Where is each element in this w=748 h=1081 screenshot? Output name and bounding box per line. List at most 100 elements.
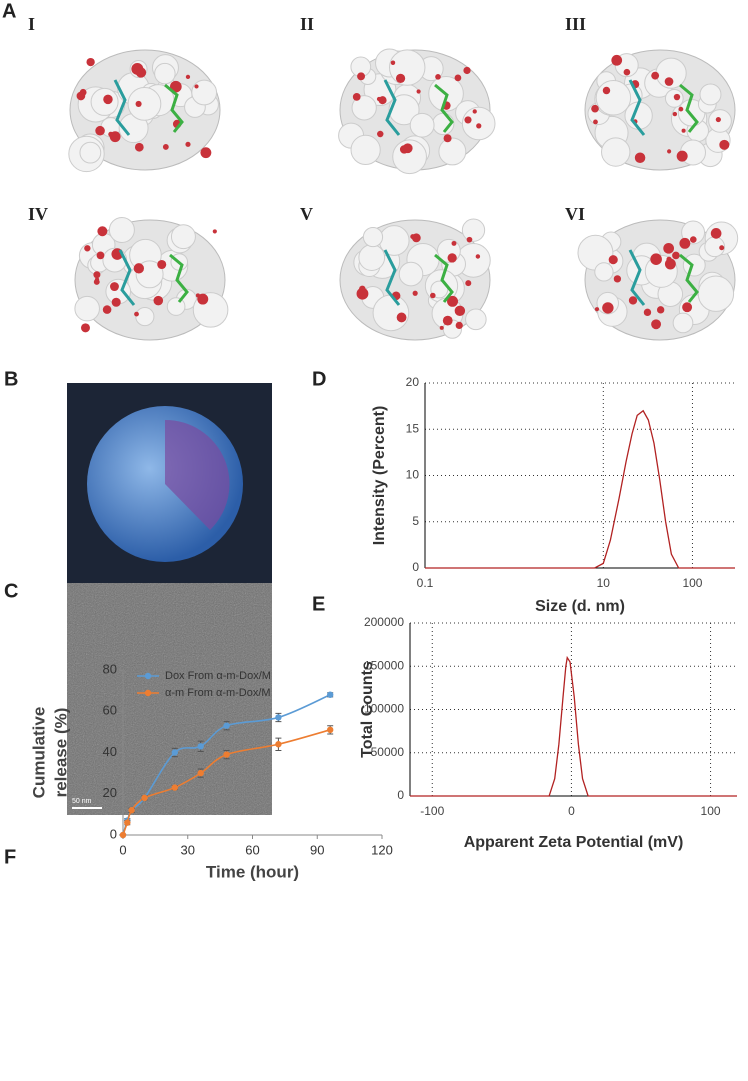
y-tick-label: 80 bbox=[103, 661, 117, 676]
oxygen-spot bbox=[357, 72, 365, 81]
oxygen-spot bbox=[377, 130, 384, 138]
oxygen-spot bbox=[673, 93, 681, 101]
y-tick-label: 15 bbox=[406, 421, 420, 435]
data-line bbox=[410, 655, 737, 797]
y-axis-label: release (%) bbox=[51, 708, 70, 798]
oxygen-spot bbox=[197, 293, 209, 305]
legend-label: Dox From α-m-Dox/M bbox=[165, 670, 271, 682]
ligand bbox=[118, 249, 136, 306]
y-tick-label: 100000 bbox=[364, 702, 404, 716]
oxygen-spot bbox=[623, 68, 631, 76]
oxygen-spot bbox=[399, 145, 409, 154]
legend-marker bbox=[144, 672, 152, 680]
oxygen-spot bbox=[715, 116, 721, 123]
ligand bbox=[434, 83, 454, 133]
oxygen-spot bbox=[678, 106, 684, 112]
molecule-images bbox=[68, 48, 739, 341]
data-point bbox=[171, 784, 178, 791]
oxygen-spot bbox=[97, 226, 108, 237]
surface-bump bbox=[166, 297, 186, 316]
oxygen-spot bbox=[86, 57, 95, 67]
oxygen-spot bbox=[356, 287, 369, 300]
oxygen-spot bbox=[410, 234, 416, 240]
oxygen-spot bbox=[352, 93, 361, 101]
oxygen-spot bbox=[651, 319, 662, 330]
tem-image: 50 nm bbox=[67, 583, 272, 815]
surface-bump bbox=[595, 80, 632, 116]
legend-marker bbox=[144, 689, 152, 697]
oxygen-spot bbox=[396, 312, 407, 323]
oxygen-spot bbox=[663, 242, 675, 254]
oxygen-spot bbox=[185, 141, 191, 147]
oxygen-spot bbox=[93, 271, 101, 279]
oxygen-spot bbox=[719, 245, 725, 251]
surface-bump bbox=[108, 216, 135, 244]
y-tick-label: 40 bbox=[103, 744, 117, 759]
y-tick-label: 0 bbox=[397, 788, 404, 802]
surface-bump bbox=[681, 220, 706, 245]
data-point bbox=[275, 741, 282, 748]
x-tick-label: 60 bbox=[245, 842, 259, 857]
oxygen-spot bbox=[667, 149, 672, 154]
surface-bump bbox=[601, 137, 631, 167]
y-tick-label: 20 bbox=[406, 375, 420, 389]
sub-label: III bbox=[565, 14, 586, 34]
oxygen-spot bbox=[594, 307, 600, 312]
oxygen-spot bbox=[463, 66, 471, 75]
surface-bump bbox=[362, 226, 384, 248]
oxygen-spot bbox=[472, 109, 477, 114]
oxygen-spot bbox=[465, 280, 472, 287]
x-tick-label: 120 bbox=[371, 842, 393, 857]
panel-label: D bbox=[312, 368, 326, 390]
oxygen-spot bbox=[134, 142, 144, 152]
x-axis-label: Size (d. nm) bbox=[535, 598, 625, 615]
y-tick-label: 10 bbox=[406, 468, 420, 482]
data-point bbox=[197, 769, 204, 777]
oxygen-spot bbox=[195, 293, 200, 298]
oxygen-spot bbox=[650, 253, 662, 266]
oxygen-spot bbox=[135, 67, 147, 78]
oxygen-spot bbox=[455, 321, 463, 330]
oxygen-spot bbox=[447, 295, 459, 307]
oxygen-spot bbox=[672, 251, 680, 260]
ligand bbox=[383, 79, 401, 136]
oxygen-spot bbox=[682, 302, 693, 313]
oxygen-spot bbox=[185, 74, 191, 80]
surface-bump bbox=[79, 141, 102, 164]
oxygen-spot bbox=[416, 89, 421, 94]
oxygen-spot bbox=[664, 77, 674, 86]
y-axis-label: Cumulative bbox=[29, 707, 48, 799]
oxygen-spot bbox=[476, 123, 482, 129]
oxygen-spot bbox=[162, 144, 169, 150]
y-tick-label: 5 bbox=[412, 514, 419, 528]
oxygen-spot bbox=[464, 116, 472, 124]
y-tick-label: 0 bbox=[110, 826, 117, 841]
oxygen-spot bbox=[643, 308, 652, 317]
oxygen-spot bbox=[95, 125, 105, 136]
sub-label: VI bbox=[565, 204, 585, 224]
oxygen-spot bbox=[608, 255, 618, 265]
oxygen-spot bbox=[110, 282, 119, 292]
ligand bbox=[383, 249, 401, 306]
oxygen-spot bbox=[454, 305, 466, 317]
surface-bump bbox=[389, 49, 426, 86]
data-point bbox=[171, 749, 178, 756]
data-point bbox=[128, 807, 135, 814]
oxygen-spot bbox=[672, 111, 678, 117]
y-axis-label: Intensity (Percent) bbox=[371, 406, 388, 546]
oxygen-spot bbox=[376, 96, 382, 102]
surface-bump bbox=[74, 295, 100, 322]
oxygen-spot bbox=[591, 104, 599, 113]
oxygen-spot bbox=[466, 236, 473, 243]
ligand bbox=[169, 253, 189, 303]
panel-label: A bbox=[2, 0, 16, 22]
x-tick-label: 90 bbox=[310, 842, 324, 857]
y-axis-label: Total Counts bbox=[359, 661, 376, 758]
micelle-image bbox=[67, 383, 272, 585]
oxygen-spot bbox=[690, 236, 697, 243]
surface-bump bbox=[388, 94, 420, 126]
x-tick-label: 10 bbox=[597, 576, 611, 590]
x-tick-label: 0 bbox=[119, 842, 126, 857]
panel-label: B bbox=[4, 368, 18, 390]
